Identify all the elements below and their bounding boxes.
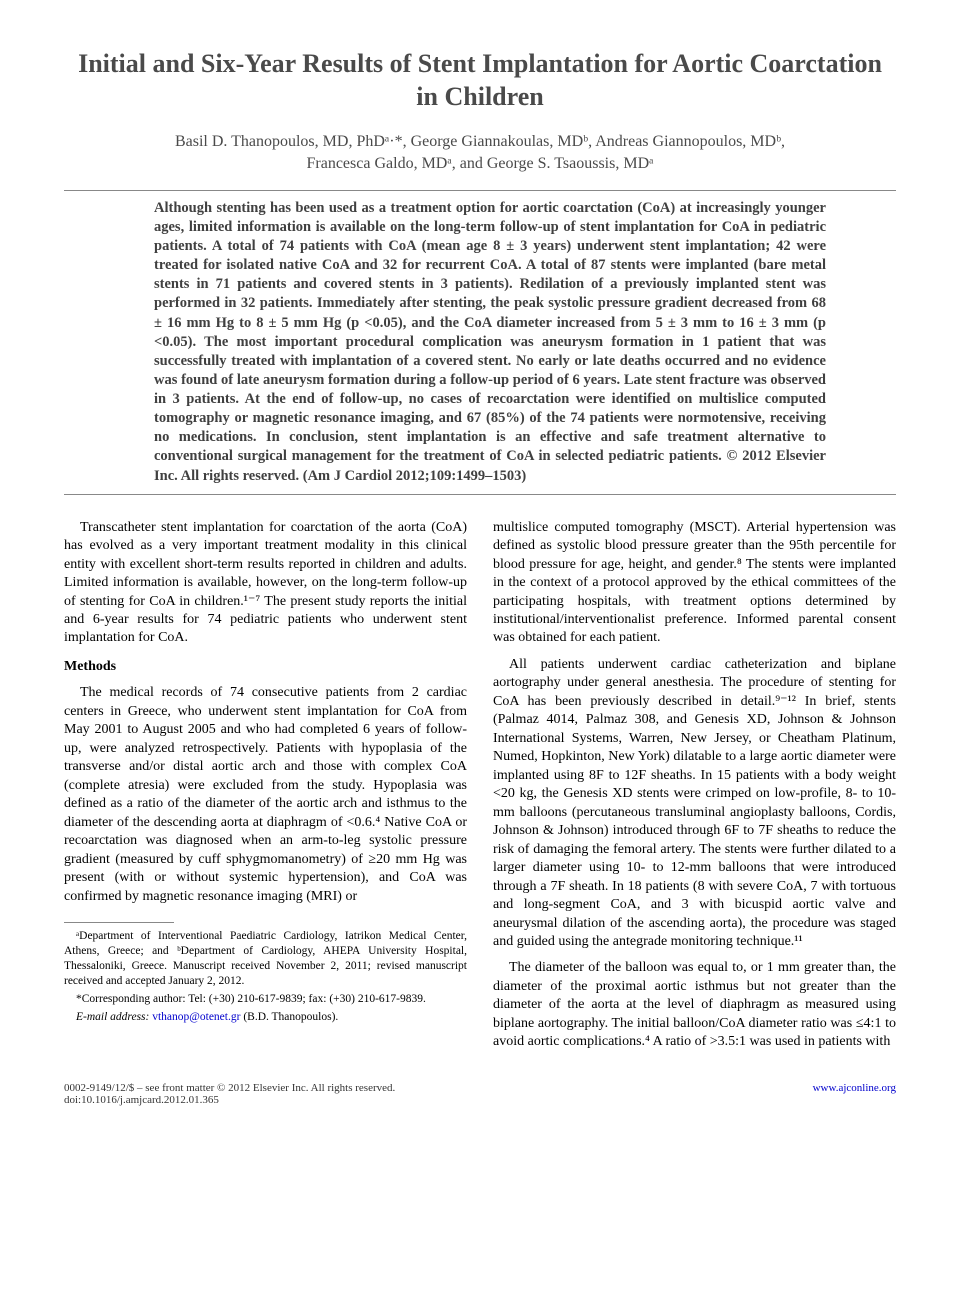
methods-heading: Methods — [64, 658, 467, 676]
methods-paragraph-4: The diameter of the balloon was equal to… — [493, 959, 896, 1051]
journal-url-link[interactable]: www.ajconline.org — [813, 1082, 896, 1094]
methods-paragraph-3: All patients underwent cardiac catheteri… — [493, 656, 896, 952]
footer-right: www.ajconline.org — [813, 1082, 896, 1106]
affiliations-footnote: ᵃDepartment of Interventional Paediatric… — [64, 929, 467, 989]
methods-paragraph-2: multislice computed tomography (MSCT). A… — [493, 519, 896, 648]
footer-left: 0002-9149/12/$ – see front matter © 2012… — [64, 1082, 395, 1106]
authors-block: Basil D. Thanopoulos, MD, PhDᵃ·*, George… — [64, 131, 896, 176]
footnote-separator — [64, 922, 174, 923]
footer-copyright: 0002-9149/12/$ – see front matter © 2012… — [64, 1082, 395, 1094]
corresponding-author-footnote: *Corresponding author: Tel: (+30) 210-61… — [64, 992, 467, 1007]
body-two-column: Transcatheter stent implantation for coa… — [64, 519, 896, 1060]
email-link[interactable]: vthanop@otenet.gr — [152, 1011, 240, 1023]
page-footer: 0002-9149/12/$ – see front matter © 2012… — [64, 1082, 896, 1106]
authors-line-1: Basil D. Thanopoulos, MD, PhDᵃ·*, George… — [64, 131, 896, 153]
footnotes-block: ᵃDepartment of Interventional Paediatric… — [64, 929, 467, 1025]
methods-paragraph-1: The medical records of 74 consecutive pa… — [64, 684, 467, 906]
footer-doi: doi:10.1016/j.amjcard.2012.01.365 — [64, 1094, 395, 1106]
email-person: (B.D. Thanopoulos). — [243, 1011, 338, 1023]
article-title: Initial and Six-Year Results of Stent Im… — [64, 48, 896, 113]
abstract-text: Although stenting has been used as a tre… — [154, 199, 826, 486]
email-footnote: E-mail address: vthanop@otenet.gr (B.D. … — [64, 1010, 467, 1025]
email-label: E-mail address: — [76, 1011, 149, 1023]
authors-line-2: Francesca Galdo, MDᵃ, and George S. Tsao… — [64, 153, 896, 175]
intro-paragraph: Transcatheter stent implantation for coa… — [64, 519, 467, 648]
abstract-container: Although stenting has been used as a tre… — [64, 190, 896, 495]
